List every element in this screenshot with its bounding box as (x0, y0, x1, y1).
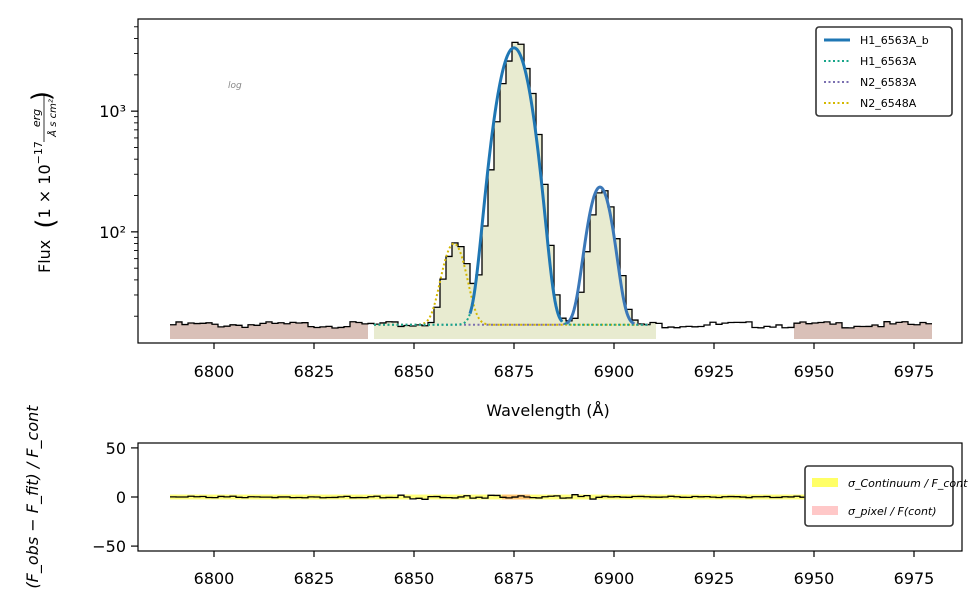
y-label-prefix: Flux (35, 240, 54, 273)
x-tick-label: 6975 (894, 362, 935, 381)
legend-label-h1: H1_6563A (860, 55, 917, 68)
residual-legend: σ_Continuum / F_cont σ_pixel / F(cont) (804, 465, 968, 527)
x-tick-label: 6850 (394, 362, 435, 381)
residual-x-tick-label: 6925 (694, 569, 735, 588)
residual-panel: 6800 6825 6850 6875 6900 6925 6950 6975 50 0 −50 σ… (23, 405, 968, 589)
residual-y-label: (F_obs − F_fit) / F_cont (23, 405, 43, 589)
residual-axes-frame (137, 442, 963, 552)
flux-legend: H1_6563A_b H1_6563A N2_6583A N2_6548A (815, 26, 953, 117)
observed-fill (374, 42, 656, 339)
y-tick-label: 10² (99, 223, 126, 242)
legend-label-continuum: σ_Continuum / F_cont (848, 477, 968, 490)
legend-label-n2-6583: N2_6583A (860, 76, 917, 89)
continuum-band-0 (170, 321, 368, 339)
flux-panel: 6800 6825 6850 6875 6900 6925 6950 6975 10² 10³ l… (27, 18, 963, 420)
residual-x-tick-label: 6875 (494, 569, 535, 588)
y-tick-label: 10³ (99, 102, 126, 121)
legend-label-h1-broad: H1_6563A_b (860, 34, 929, 47)
continuum-band-1 (794, 321, 932, 339)
residual-x-tick-label: 6800 (194, 569, 235, 588)
residual-axis-ticks: 6800 6825 6850 6875 6900 6925 6950 6975 50 0 −50 (92, 439, 934, 588)
x-tick-label: 6950 (794, 362, 835, 381)
residual-x-tick-label: 6825 (294, 569, 335, 588)
shaded-bands (170, 321, 932, 339)
y-unit-den: Å s cm² (46, 99, 59, 138)
svg-text:Flux (1 × 10−17): Flux (1 × 10−17) (27, 91, 61, 273)
residual-y-tick-label: 50 (106, 439, 126, 458)
legend-swatch-continuum (812, 478, 838, 487)
h1-component (374, 46, 650, 326)
residual-x-tick-label: 6950 (794, 569, 835, 588)
x-tick-label: 6825 (294, 362, 335, 381)
residual-x-tick-label: 6975 (894, 569, 935, 588)
residual-x-tick-label: 6900 (594, 569, 635, 588)
y-axis-label: Flux (1 × 10−17) erg Å s cm² (27, 91, 61, 273)
n2-broad-overlay (565, 185, 635, 325)
x-tick-label: 6800 (194, 362, 235, 381)
y-label-scale: 1 × 10 (35, 164, 54, 218)
line-region-fill (374, 42, 656, 339)
residual-x-tick-label: 6850 (394, 569, 435, 588)
legend-label-pixel: σ_pixel / F(cont) (848, 505, 937, 518)
model-components (374, 46, 650, 326)
legend-frame (815, 26, 953, 117)
flux-axis-ticks: 6800 6825 6850 6875 6900 6925 6950 6975 10² 10³ (99, 26, 935, 381)
x-tick-label: 6900 (594, 362, 635, 381)
residual-y-tick-label: 0 (116, 488, 126, 507)
observed-spectrum (170, 41, 932, 329)
h1-broad-component (468, 46, 564, 323)
legend-label-n2-6548: N2_6548A (860, 97, 917, 110)
x-tick-label: 6925 (694, 362, 735, 381)
flux-axes-frame (137, 18, 963, 344)
log-annotation: log (228, 81, 242, 91)
residual-y-tick-label: −50 (92, 537, 126, 556)
y-label-exp: −17 (32, 141, 45, 164)
residual-legend-frame (804, 465, 954, 527)
x-axis-label: Wavelength (Å) (486, 401, 609, 420)
legend-swatch-pixel (812, 506, 838, 515)
y-unit-num: erg (30, 109, 43, 127)
x-tick-label: 6875 (494, 362, 535, 381)
